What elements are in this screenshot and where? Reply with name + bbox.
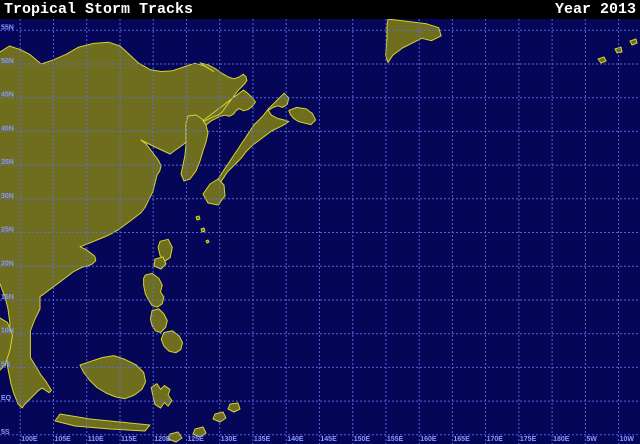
svg-text:110E: 110E bbox=[88, 436, 104, 443]
svg-text:145E: 145E bbox=[320, 436, 337, 443]
svg-text:50N: 50N bbox=[1, 58, 14, 65]
svg-text:45N: 45N bbox=[1, 92, 14, 99]
svg-text:30N: 30N bbox=[1, 193, 14, 200]
svg-text:150E: 150E bbox=[354, 436, 371, 443]
svg-text:115E: 115E bbox=[121, 436, 137, 443]
svg-text:35N: 35N bbox=[1, 159, 14, 166]
svg-text:55N: 55N bbox=[1, 24, 14, 31]
svg-text:15N: 15N bbox=[1, 294, 14, 301]
svg-text:105E: 105E bbox=[55, 436, 72, 443]
svg-text:155E: 155E bbox=[387, 436, 404, 443]
svg-text:130E: 130E bbox=[221, 436, 238, 443]
svg-text:5W: 5W bbox=[586, 436, 597, 443]
svg-text:100E: 100E bbox=[21, 436, 38, 443]
svg-text:135E: 135E bbox=[254, 436, 271, 443]
svg-text:175E: 175E bbox=[520, 436, 537, 443]
svg-text:180E: 180E bbox=[553, 436, 570, 443]
svg-text:40N: 40N bbox=[1, 125, 14, 132]
svg-text:160E: 160E bbox=[420, 436, 437, 443]
svg-text:125E: 125E bbox=[188, 436, 205, 443]
svg-text:5S: 5S bbox=[1, 429, 10, 436]
svg-text:20N: 20N bbox=[1, 260, 14, 267]
svg-text:EQ: EQ bbox=[1, 395, 12, 402]
svg-text:10W: 10W bbox=[620, 436, 635, 443]
svg-text:25N: 25N bbox=[1, 227, 14, 234]
svg-text:140E: 140E bbox=[287, 436, 304, 443]
svg-text:165E: 165E bbox=[453, 436, 470, 443]
svg-text:120E: 120E bbox=[154, 436, 171, 443]
svg-text:5N: 5N bbox=[1, 361, 10, 368]
svg-text:170E: 170E bbox=[487, 436, 504, 443]
svg-text:10N: 10N bbox=[1, 328, 14, 335]
